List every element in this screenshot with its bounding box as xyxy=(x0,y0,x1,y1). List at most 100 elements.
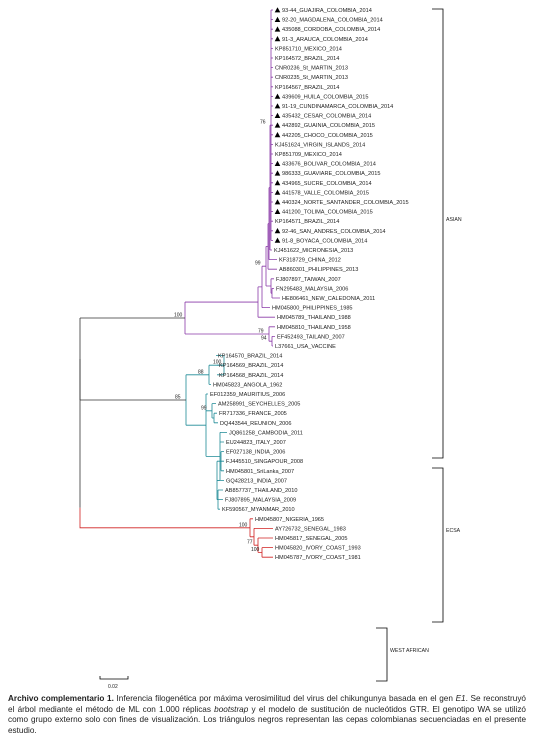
leaf-label: L37661_USA_VACCINE xyxy=(275,344,336,350)
black-triangle-icon xyxy=(274,228,281,234)
black-triangle-icon xyxy=(274,170,281,176)
leaf-label: HM045787_IVORY_COAST_1981 xyxy=(275,555,361,561)
tree-branch xyxy=(253,528,273,546)
tree-leaves: 93-44_GUAJIRA_COLOMBIA_2014 92-20_MAGDALE… xyxy=(210,7,409,561)
black-triangle-icon xyxy=(274,16,281,22)
leaf-label: 91-8_BOYACA_COLOMBIA_2014 xyxy=(282,238,367,244)
leaf-label: EF012359_MAURITIUS_2006 xyxy=(210,392,285,398)
bootstrap-value: 88 xyxy=(198,369,204,375)
tree-branch xyxy=(205,393,220,457)
black-triangle-icon xyxy=(274,180,281,186)
bootstrap-value: 85 xyxy=(175,395,181,401)
caption-text-2: . Se reconstruyó el árbol mediante el mé… xyxy=(8,694,526,714)
leaf-label: KJ451622_MICRONESIA_2013 xyxy=(274,248,353,254)
black-triangle-icon xyxy=(274,26,281,32)
leaf-label: 440324_NORTE_SANTANDER_COLOMBIA_2015 xyxy=(282,200,409,206)
tree-branch xyxy=(185,374,209,426)
black-triangle-icon xyxy=(274,208,281,214)
caption-gene: E1 xyxy=(455,694,466,703)
leaf-label: 92-46_SAN_ANDRES_COLOMBIA_2014 xyxy=(282,229,386,235)
tree-branch xyxy=(257,537,273,553)
leaf-label: 435432_CESAR_COLOMBIA_2014 xyxy=(282,114,371,120)
bootstrap-value: 99 xyxy=(255,261,261,267)
caption-title: Archivo complementario 1. xyxy=(8,694,114,703)
caption-bootstrap-word: bootstrap xyxy=(214,704,249,714)
leaf-label: EU244823_ITALY_2007 xyxy=(226,440,286,446)
leaf-label: 93-44_GUAJIRA_COLOMBIA_2014 xyxy=(282,8,372,14)
bootstrap-value: 77 xyxy=(247,540,253,546)
bootstrap-value: 79 xyxy=(258,329,264,335)
tree-branch xyxy=(270,278,274,294)
leaf-label: KP164569_BRAZIL_2014 xyxy=(219,363,283,369)
leaf-label: KF590567_MYANMAR_2010 xyxy=(222,507,295,513)
bootstrap-value: 94 xyxy=(261,336,267,342)
leaf-label: 442892_GUAINIA_COLOMBIA_2015 xyxy=(282,123,375,129)
tree-branch xyxy=(270,9,273,241)
leaf-label: KP164571_BRAZIL_2014 xyxy=(275,219,339,225)
leaf-label: HM045820_IVORY_COAST_1993 xyxy=(275,546,361,552)
black-triangle-icon xyxy=(274,160,281,166)
leaf-label: KJ451624_VIRGIN_ISLANDS_2014 xyxy=(275,142,365,148)
tree-branch xyxy=(184,301,269,335)
tree-branch xyxy=(265,246,271,287)
clade-bracket-ecsa: ECSA xyxy=(432,467,461,623)
black-triangle-icon xyxy=(274,122,281,128)
leaf-label: KP851710_MEXICO_2014 xyxy=(275,46,342,52)
clade-label-asian: ASIAN xyxy=(446,217,462,223)
tree-branch xyxy=(261,547,273,558)
scale-bar-label: 0.02 xyxy=(108,684,118,690)
tree-branch xyxy=(217,489,223,510)
leaf-label: HE806461_NEW_CALEDONIA_2011 xyxy=(282,296,375,302)
leaf-label: 435088_CORDOBA_COLOMBIA_2014 xyxy=(282,27,380,33)
leaf-label: AM258991_SEYCHELLES_2005 xyxy=(218,402,300,408)
leaf-label: CNR0236_St_MARTIN_2013 xyxy=(275,66,348,72)
leaf-label: KP164568_BRAZIL_2014 xyxy=(219,373,283,379)
bootstrap-value: 100 xyxy=(239,522,248,528)
tree-branch xyxy=(213,412,218,424)
bootstrap-value: 99 xyxy=(201,405,207,411)
leaf-label: HM045823_ANGOLA_1962 xyxy=(213,382,282,388)
leaf-label: 439609_HUILA_COLOMBIA_2015 xyxy=(282,94,368,100)
leaf-label: HM045807_NIGERIA_1965 xyxy=(255,517,324,523)
scale-bar: 0.02 xyxy=(99,676,129,690)
figure-caption: Archivo complementario 1. Inferencia fil… xyxy=(8,694,526,736)
leaf-label: 442205_CHOCO_COLOMBIA_2015 xyxy=(282,133,373,139)
leaf-label: CNR0235_St_MARTIN_2013 xyxy=(275,75,348,81)
caption-text-1: Inferencia filogenética por máxima veros… xyxy=(113,694,456,703)
leaf-label: HM045800_PHILIPPINES_1985 xyxy=(272,306,353,312)
leaf-label: EF027138_INDIA_2006 xyxy=(226,450,285,456)
leaf-label: KP164567_BRAZIL_2014 xyxy=(275,85,339,91)
leaf-label: HM045801_SriLanka_2007 xyxy=(226,469,294,475)
black-triangle-icon xyxy=(274,103,281,109)
bootstrap-value: 100 xyxy=(174,313,183,319)
tree-branch xyxy=(79,317,186,401)
leaf-label: FJ445510_SINGAPOUR_2008 xyxy=(226,459,303,465)
leaf-label: KP164570_BRAZIL_2014 xyxy=(218,354,282,360)
leaf-label: HM045817_SENEGAL_2005 xyxy=(275,536,347,542)
leaf-label: DQ443544_REUNION_2006 xyxy=(220,421,292,427)
leaf-label: JQ861258_CAMBODIA_2011 xyxy=(229,430,303,436)
black-triangle-icon xyxy=(274,112,281,118)
clade-label-west-african: WEST AFRICAN xyxy=(390,648,429,654)
black-triangle-icon xyxy=(274,189,281,195)
leaf-label: FJ807895_MALAYSIA_2009 xyxy=(225,498,296,504)
leaf-label: FR717336_FRANCE_2005 xyxy=(219,411,287,417)
black-triangle-icon xyxy=(274,199,281,205)
black-triangle-icon xyxy=(274,36,281,42)
tree-branch xyxy=(249,518,254,538)
tree-branch xyxy=(271,336,275,347)
leaf-label: 434965_SUCRE_COLOMBIA_2014 xyxy=(282,181,372,187)
bootstrap-value: 100 xyxy=(251,547,260,553)
phylogenetic-tree: 93-44_GUAJIRA_COLOMBIA_2014 92-20_MAGDALE… xyxy=(79,7,462,690)
leaf-label: 441578_VALLE_COLOMBIA_2015 xyxy=(282,190,369,196)
tree-branch xyxy=(220,451,224,472)
clade-label-ecsa: ECSA xyxy=(446,528,461,534)
leaf-label: AY726732_SENEGAL_1983 xyxy=(275,526,346,532)
tree-branch xyxy=(257,286,275,318)
leaf-label: EF452493_TAILAND_2007 xyxy=(277,334,345,340)
clade-bracket-asian: ASIAN xyxy=(432,8,462,459)
leaf-label: AB860301_PHILIPPINES_2013 xyxy=(279,267,358,273)
leaf-label: 92-20_MAGDALENA_COLOMBIA_2014 xyxy=(282,18,383,24)
tree-branch xyxy=(268,326,275,342)
